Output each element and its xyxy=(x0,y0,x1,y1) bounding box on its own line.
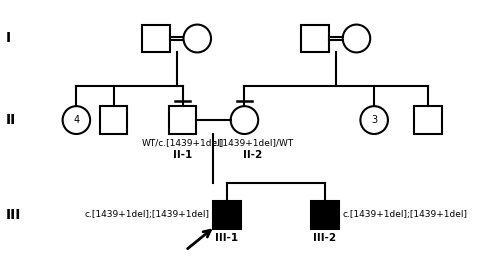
Ellipse shape xyxy=(360,106,388,134)
Ellipse shape xyxy=(62,106,90,134)
Text: 3: 3 xyxy=(371,115,377,125)
Text: I: I xyxy=(6,31,10,45)
Text: c.[1439+1del];[1439+1del]: c.[1439+1del];[1439+1del] xyxy=(342,210,468,219)
Bar xyxy=(169,106,196,134)
Ellipse shape xyxy=(342,24,370,52)
Text: WT/c.[1439+1del]: WT/c.[1439+1del] xyxy=(142,138,224,147)
Bar xyxy=(302,24,329,52)
Text: II-1: II-1 xyxy=(173,150,192,160)
Text: III-1: III-1 xyxy=(215,233,238,243)
Ellipse shape xyxy=(184,24,211,52)
Text: c.[1439+1del];[1439+1del]: c.[1439+1del];[1439+1del] xyxy=(84,210,209,219)
Text: III-2: III-2 xyxy=(314,233,336,243)
Text: III: III xyxy=(6,208,21,222)
Bar xyxy=(312,201,339,228)
Text: II-2: II-2 xyxy=(242,150,262,160)
Text: 4: 4 xyxy=(74,115,80,125)
Bar xyxy=(100,106,128,134)
Ellipse shape xyxy=(230,106,258,134)
Text: c.[1439+1del]/WT: c.[1439+1del]/WT xyxy=(211,138,294,147)
Bar xyxy=(414,106,442,134)
Bar xyxy=(213,201,240,228)
Bar xyxy=(142,24,170,52)
Text: II: II xyxy=(6,113,16,127)
